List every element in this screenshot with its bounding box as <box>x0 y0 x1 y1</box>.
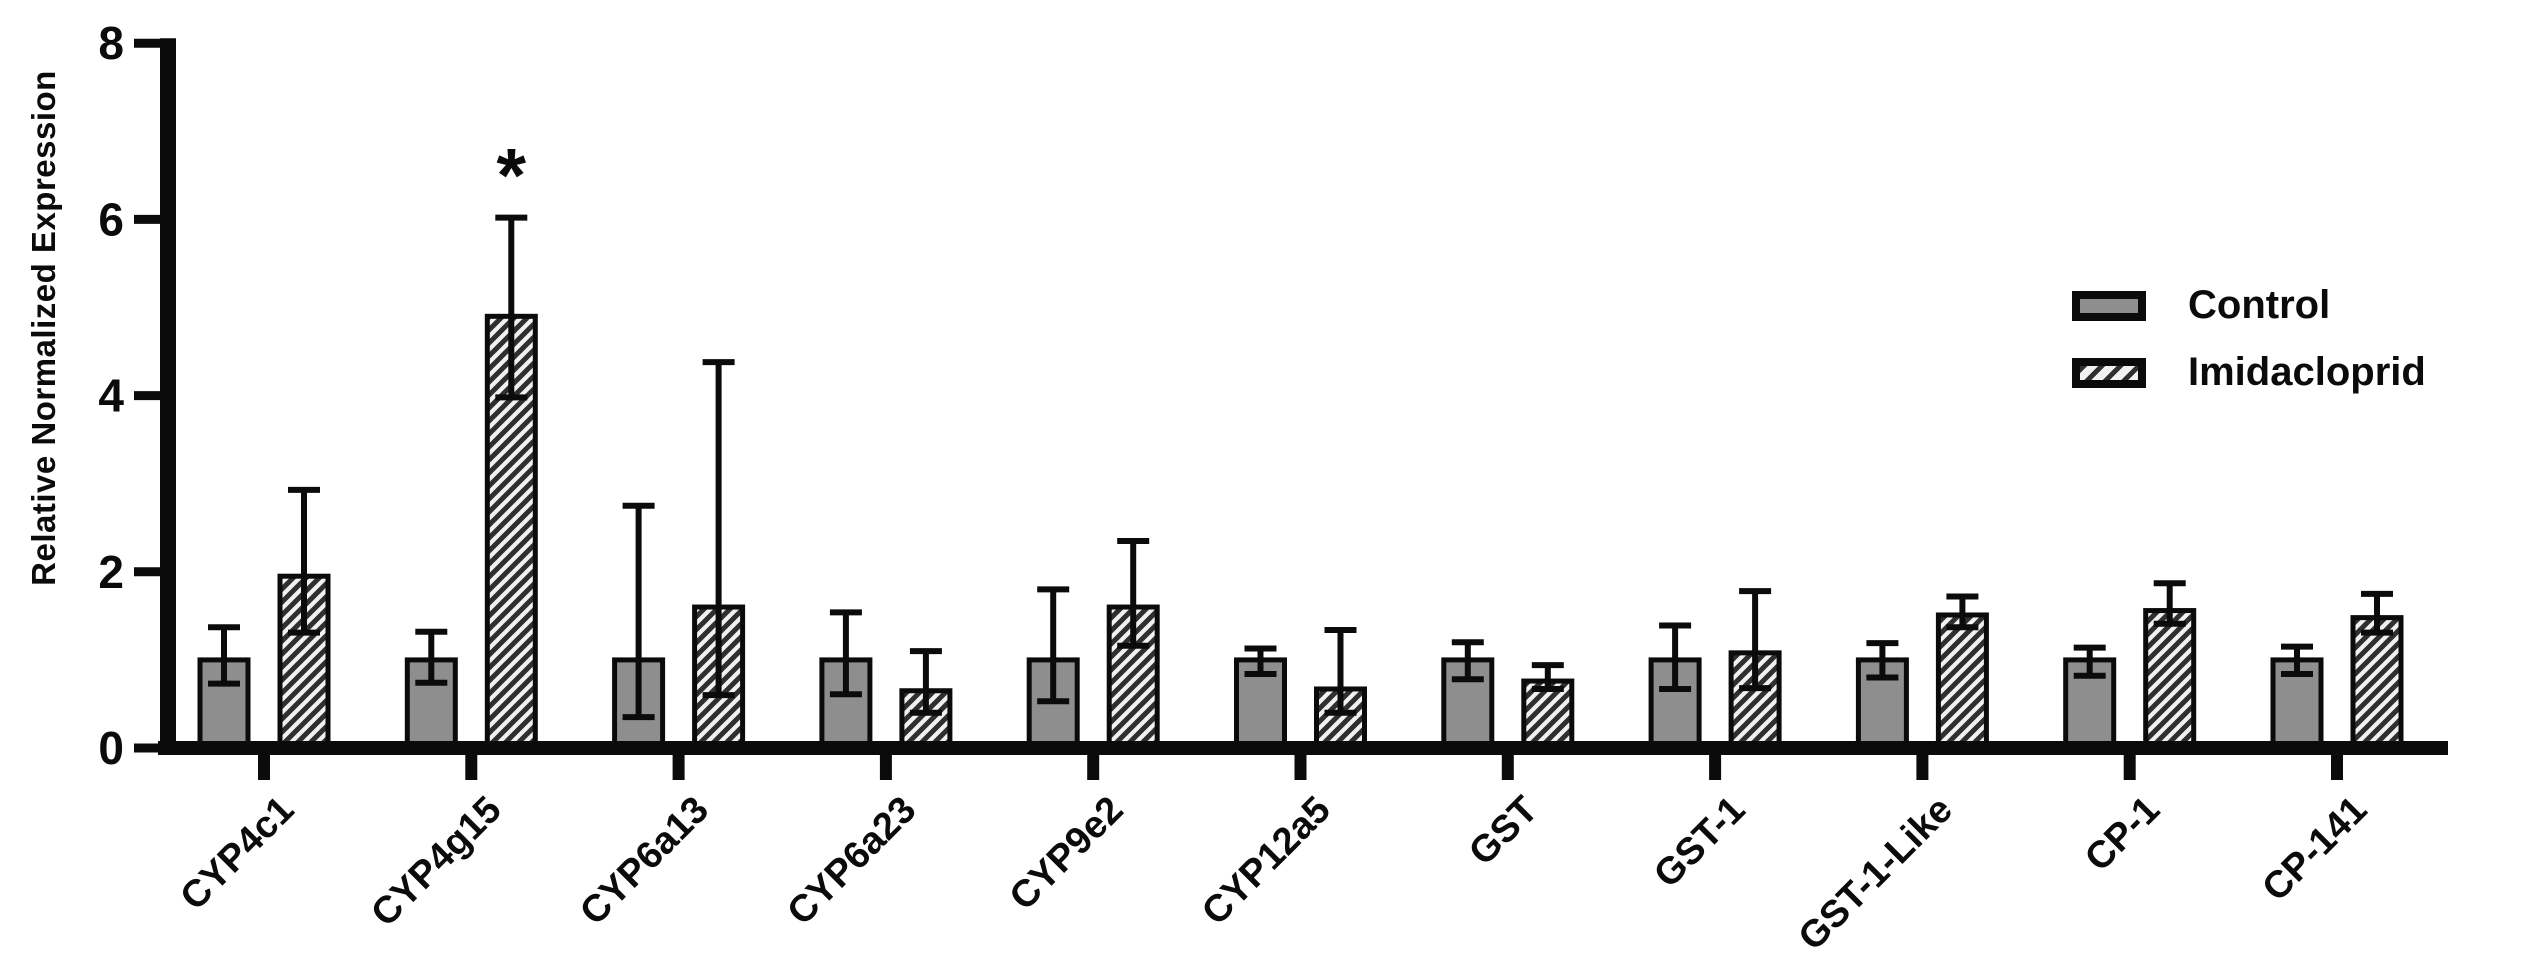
bar-imidacloprid-CYP4g15 <box>484 313 538 751</box>
legend-label-control: Control <box>2188 283 2331 327</box>
legend-label-imidacloprid: Imidacloprid <box>2188 350 2426 394</box>
x-tick-label-CYP6a13: CYP6a13 <box>572 789 717 934</box>
x-tick-label-GST-1: GST-1 <box>1646 789 1753 896</box>
x-tick-label-CYP4g15: CYP4g15 <box>363 789 509 935</box>
imidacloprid-swatch-icon <box>2072 357 2146 388</box>
y-tick-label-4: 4 <box>98 370 124 422</box>
x-tick-label-CP-1: CP-1 <box>2077 789 2168 880</box>
bar-imidacloprid-GST-1-Like <box>1935 612 1989 751</box>
bar-imidacloprid-CP-141 <box>2350 615 2404 751</box>
legend: Control Imidacloprid <box>2072 283 2426 417</box>
x-tick-label-CP-141: CP-141 <box>2255 789 2376 910</box>
y-tick-label-2: 2 <box>98 546 124 598</box>
bar-imidacloprid-CP-1 <box>2143 608 2197 751</box>
x-tick-label-CYP4c1: CYP4c1 <box>173 789 303 919</box>
x-tick-label-CYP6a23: CYP6a23 <box>780 789 925 934</box>
y-tick-label-8: 8 <box>98 17 124 69</box>
y-axis-title: Relative Normalized Expression <box>25 70 62 586</box>
legend-item-imidacloprid: Imidacloprid <box>2072 350 2426 395</box>
x-tick-label-CYP9e2: CYP9e2 <box>1002 789 1132 919</box>
x-tick-label-GST-1-Like: GST-1-Like <box>1791 789 1961 959</box>
legend-item-control: Control <box>2072 283 2426 328</box>
y-tick-label-6: 6 <box>98 193 124 245</box>
y-tick-label-0: 0 <box>98 722 124 774</box>
control-swatch-icon <box>2072 290 2146 321</box>
x-tick-label-GST: GST <box>1461 789 1546 874</box>
x-tick-label-CYP12a5: CYP12a5 <box>1194 789 1339 934</box>
significance-asterisk-CYP4g15: * <box>497 134 527 219</box>
